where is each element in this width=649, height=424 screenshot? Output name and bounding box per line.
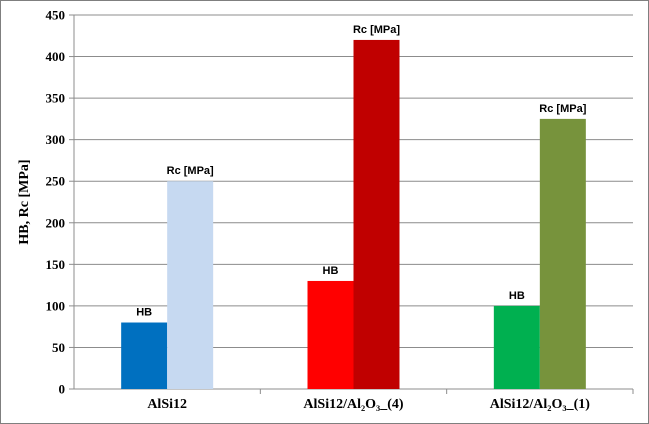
y-tick-label: 100 [46,298,66,313]
y-tick-label: 450 [46,8,66,23]
bar-rc [353,39,400,389]
bar-rc [167,181,214,389]
bar-hb [121,322,168,389]
y-tick-label: 50 [52,340,65,355]
y-tick-label: 250 [46,174,66,189]
y-axis-title: HB, Rc [MPa] [17,159,32,244]
data-label: HB [136,307,152,319]
data-label: Rc [MPa] [539,103,586,115]
y-tick-label: 350 [46,91,66,106]
x-category-label: AlSi12/Al₂O₃_(4) [303,397,404,412]
data-label: HB [323,265,339,277]
y-tick-label: 150 [46,257,66,272]
bar-rc [539,118,586,389]
data-label: Rc [MPa] [167,165,214,177]
bar-hb [307,280,354,389]
bar-hb [493,305,540,389]
y-tick-label: 400 [46,49,66,64]
y-tick-label: 200 [46,215,66,230]
data-label: HB [509,290,525,302]
x-category-label: AlSi12/Al₂O₃_(1) [490,397,591,412]
data-label: Rc [MPa] [353,24,400,36]
y-tick-label: 0 [59,382,66,397]
y-tick-label: 300 [46,132,66,147]
x-category-label: AlSi12 [147,397,187,412]
